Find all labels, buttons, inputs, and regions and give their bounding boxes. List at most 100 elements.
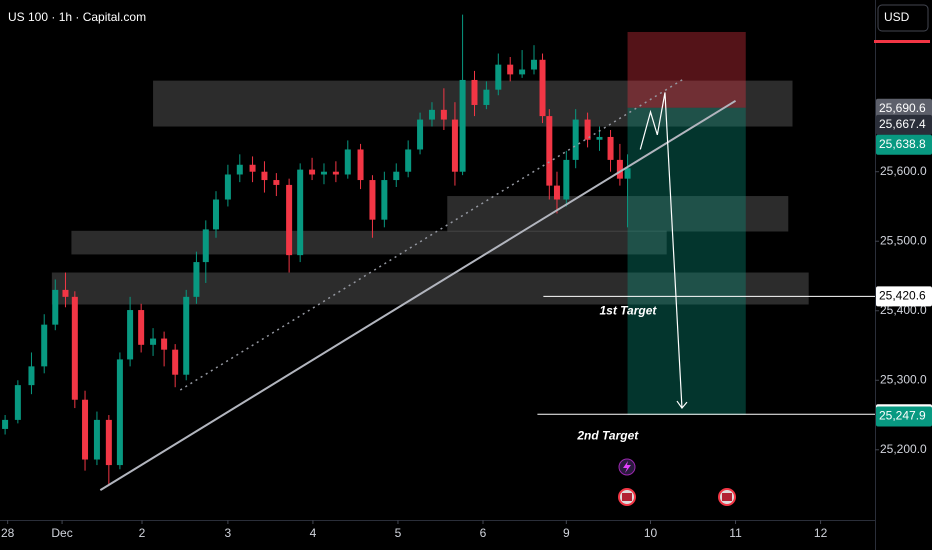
candle-body [546,116,553,186]
x-tick-label: 2 [139,526,146,540]
x-tick-label: 11 [729,526,742,540]
candle-body [616,159,623,179]
candle-body [553,185,560,200]
plot-area: 1st Target 2nd Target [2,14,875,491]
price-label-box [876,98,932,119]
candle-body [93,419,100,460]
price-label-box [876,406,932,427]
candle-body [607,136,614,160]
candle-body [71,296,78,400]
x-tick-label: 10 [644,526,658,540]
candle-body [451,119,458,172]
target-zone [627,107,746,416]
candle-body [14,385,21,420]
candle-body [138,310,145,345]
price-label: 25,690.6 [879,101,926,115]
candle-body [519,69,526,75]
x-tick-label: 28 [1,526,15,540]
candle-body [105,419,112,466]
candle-body [62,289,69,297]
candle-body [28,366,35,386]
annotation: 1st Target [599,304,657,318]
candle-body [212,199,219,230]
candle-body [224,174,231,200]
candle-body [531,59,538,70]
candle-body [381,180,388,220]
x-tick-label: 12 [814,526,828,540]
annotation: 2nd Target [576,429,639,443]
x-tick-label: 5 [395,526,402,540]
event-icon-flag [622,493,632,501]
currency-button[interactable] [877,4,929,32]
event-icon-symbol [623,461,631,473]
candle-body [495,64,502,90]
chart-title: US 100 · 1h · Capital.com [8,10,146,24]
candle-body [572,119,579,160]
y-tick-label: 25,200.0 [880,442,927,456]
candle-body [405,149,412,172]
currency-label[interactable]: USD [884,10,910,24]
candle-body [41,324,48,367]
candle-body [2,419,9,429]
candle-body [320,171,327,175]
projection-arrowhead [676,400,688,410]
candle-body [624,168,631,179]
price-label-box [876,134,932,155]
candle-body [236,164,243,175]
candle-body [344,149,351,175]
candle-body [202,229,209,263]
x-tick-label: 4 [310,526,317,540]
candle-body [261,171,268,181]
candle-body [127,310,134,360]
candle-body [483,89,490,105]
event-icon-flag [722,493,732,501]
candle-body [116,359,123,466]
axes: 25,200.025,300.025,400.025,500.025,600.0… [1,98,932,540]
candle-body [150,338,157,345]
candle-body [596,136,603,140]
candle-body [393,171,400,181]
candle-body [563,159,570,200]
candle-body [183,296,190,375]
x-tick-label: 3 [225,526,232,540]
candle-body [584,119,591,140]
candle-body [309,169,316,175]
candle-body [357,149,364,181]
x-tick-label: 6 [480,526,487,540]
stop-zone [627,31,746,108]
y-tick-label: 25,300.0 [880,372,927,386]
candle-body [417,119,424,150]
candle-body [507,64,514,75]
candle-body [369,180,376,220]
candle-body [161,338,168,350]
candle-body [332,171,339,175]
price-label: 25,420.6 [879,289,926,303]
y-tick-label: 25,500.0 [880,233,927,247]
candle-body [286,184,293,256]
candle-body [273,180,280,185]
candle-body [52,289,59,325]
zone [447,196,789,232]
price-label-box [876,286,932,307]
candle-body [459,79,466,172]
candle-body [172,349,179,375]
candle-body [82,399,89,460]
candle-body [249,164,256,172]
x-tick-label: Dec [51,526,72,540]
price-label-box [876,114,932,135]
currency-underline [874,40,930,43]
x-tick-label: 9 [563,526,570,540]
price-label: 25,638.8 [879,137,926,151]
event-icons [618,458,736,506]
zone [71,230,667,255]
candle-body [193,262,200,297]
y-tick-label: 25,600.0 [880,164,927,178]
candle-body [428,109,435,120]
candle-body [297,169,304,256]
price-label: 25,247.9 [879,409,926,423]
candle-body [471,79,478,105]
projection-path [639,92,683,409]
